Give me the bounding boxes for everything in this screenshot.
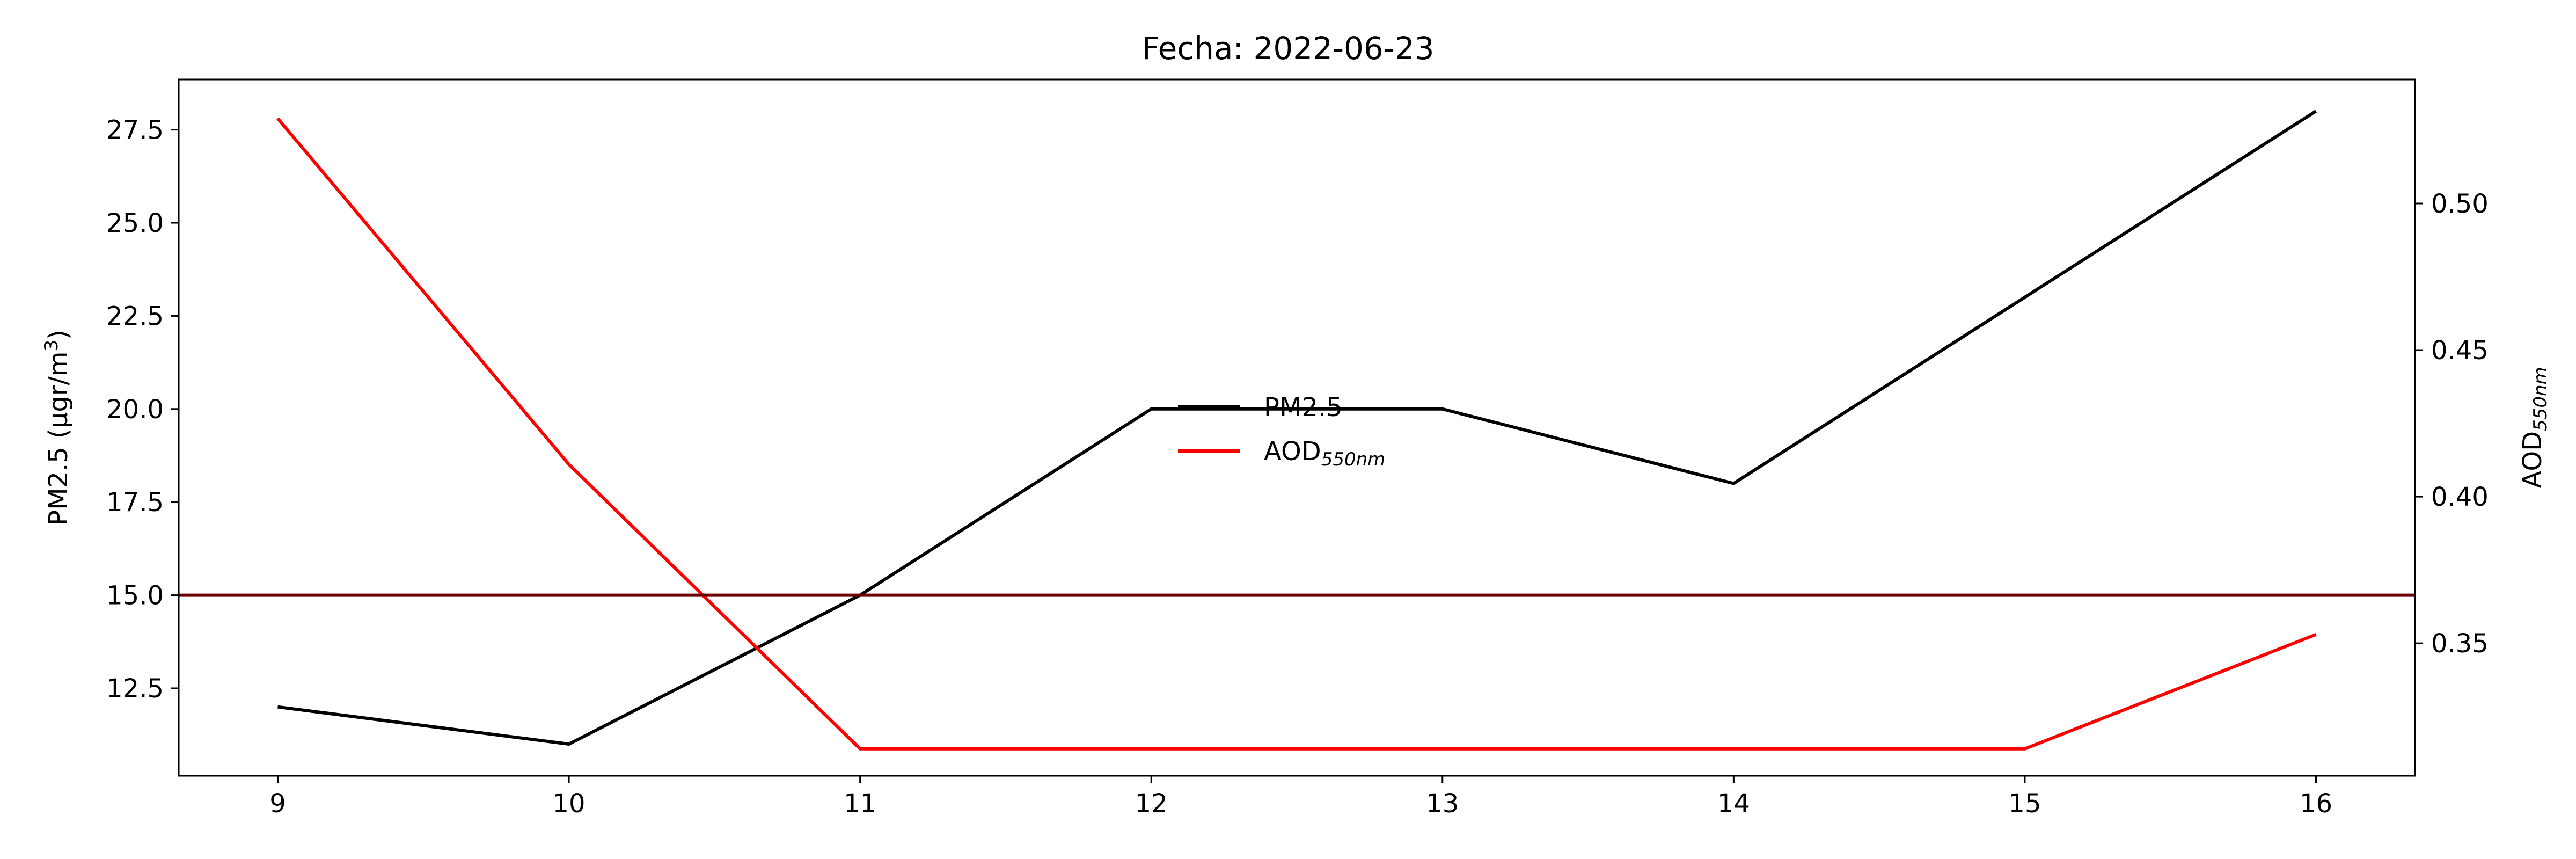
legend-label: PM2.5	[1264, 392, 1343, 423]
svg-text:AOD550nm: AOD550nm	[2518, 367, 2551, 488]
y-left-tick-label: 25.0	[106, 208, 164, 238]
x-tick-label: 14	[1717, 789, 1750, 819]
x-tick-label: 12	[1135, 789, 1168, 819]
x-tick-label: 16	[2300, 789, 2332, 819]
x-tick-label: 10	[553, 789, 586, 819]
series-line-aod	[276, 117, 2317, 751]
svg-text:PM2.5 (μgr/m3): PM2.5 (μgr/m3)	[41, 330, 74, 526]
x-tick-label: 13	[1426, 789, 1459, 819]
chart-title: Fecha: 2022-06-23	[1141, 30, 1434, 67]
y-left-tick-label: 17.5	[106, 487, 164, 518]
y-right-tick-label: 0.50	[2431, 189, 2489, 219]
y-left-tick-label: 27.5	[106, 115, 164, 145]
y-left-tick-label: 15.0	[106, 581, 164, 611]
y-axis-right-title: AOD550nm	[2518, 367, 2551, 488]
x-tick-label: 15	[2008, 789, 2041, 819]
series-line-pm25	[277, 110, 2317, 746]
x-tick-label: 11	[844, 789, 876, 819]
plot-frame	[178, 78, 2416, 777]
y-left-tick-label: 12.5	[106, 674, 164, 704]
x-tick-label: 9	[269, 789, 286, 819]
y-right-tick-label: 0.40	[2431, 482, 2489, 512]
y-axis-left-title: PM2.5 (μgr/m3)	[41, 330, 74, 526]
y-left-tick-label: 20.0	[106, 395, 164, 425]
legend-label: AOD550nm	[1264, 436, 1385, 470]
y-left-tick-label: 22.5	[106, 301, 164, 331]
plot-area	[179, 110, 2415, 751]
y-right-tick-label: 0.45	[2431, 336, 2489, 366]
legend: PM2.5 AOD550nm	[1178, 392, 1385, 470]
y-right-tick-label: 0.35	[2431, 629, 2489, 659]
